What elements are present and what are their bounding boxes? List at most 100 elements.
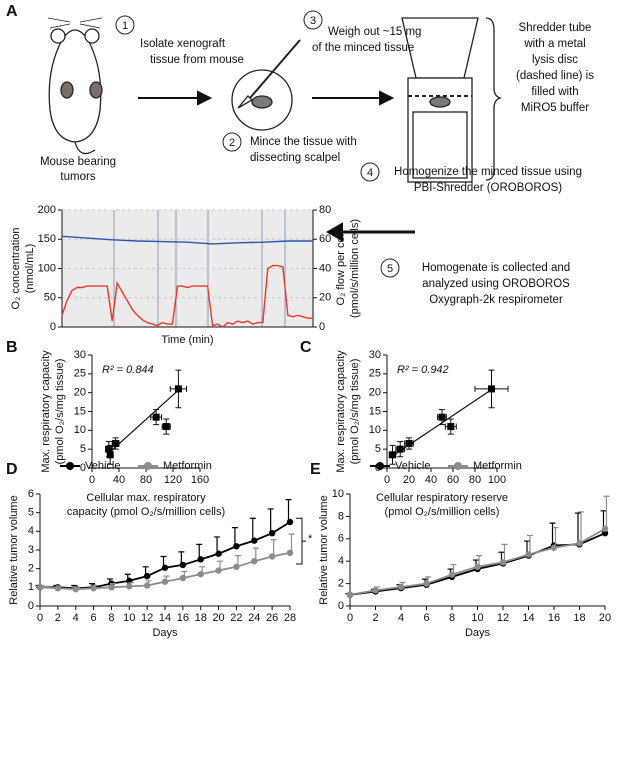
- x-tick-label: 0: [89, 474, 95, 486]
- y-tick-label: 40: [319, 262, 331, 274]
- error-bar: [285, 499, 292, 522]
- error-bar: [578, 511, 584, 544]
- point: [197, 556, 204, 563]
- error-bar: [603, 495, 610, 529]
- point: [286, 518, 294, 526]
- shredder-note: lysis disc: [532, 54, 578, 66]
- x-axis-label: (pmol O₂/s/million cells): [385, 506, 500, 518]
- point: [161, 564, 169, 571]
- trace-line: [61, 264, 313, 328]
- y-tick-label: 0: [28, 600, 34, 612]
- x-axis-label: Days: [152, 627, 178, 639]
- x-axis-label: Cellular respiratory reserve: [376, 492, 508, 504]
- panel-label: D: [6, 461, 18, 478]
- x-tick-label: 18: [195, 612, 207, 624]
- x-tick-label: 10: [123, 612, 135, 624]
- y-tick-label: 60: [319, 233, 331, 245]
- x-tick-label: 80: [469, 474, 481, 486]
- y-tick-label: 20: [319, 292, 331, 304]
- y-tick-label: 30: [74, 349, 86, 361]
- step-number: 2: [229, 137, 235, 149]
- step-text: PBI-Shredder (OROBOROS): [414, 182, 562, 194]
- x-tick-label: 120: [164, 474, 182, 486]
- x-tick-label: 0: [37, 612, 43, 624]
- y-tick-label: 0: [319, 321, 325, 333]
- plot-background: [62, 210, 313, 327]
- point: [162, 423, 170, 431]
- step-text: Homogenate is collected and: [422, 262, 570, 274]
- y-axis-label: (nmol/mL): [24, 244, 36, 294]
- x-tick-label: 18: [573, 612, 585, 624]
- point: [72, 586, 79, 593]
- x-tick-label: 60: [447, 474, 459, 486]
- step-text: Weigh out ~15 mg: [328, 26, 421, 38]
- x-tick-label: 40: [425, 474, 437, 486]
- x-tick-label: 14: [159, 612, 171, 624]
- arrow: [138, 90, 415, 242]
- error-bar: [288, 533, 295, 553]
- y-axis-label: Max. respiratory capacity: [335, 350, 347, 473]
- panel-label: C: [300, 339, 312, 356]
- step-circle: [115, 10, 400, 278]
- error-bar: [501, 543, 508, 563]
- error-bar: [527, 534, 533, 555]
- y-axis-label: Relative tumor volume: [8, 495, 20, 604]
- y-tick-label: 6: [28, 488, 34, 500]
- significance-bracket: [296, 517, 306, 565]
- y-tick-label: 15: [74, 405, 86, 417]
- mouse-icon: [47, 17, 103, 155]
- y-tick-label: 10: [332, 488, 344, 500]
- error-bar: [249, 517, 256, 541]
- x-axis-label: Time (min): [161, 334, 213, 346]
- point: [499, 559, 507, 566]
- x-tick-label: 40: [113, 474, 125, 486]
- point: [215, 550, 222, 557]
- y-tick-label: 2: [338, 578, 344, 590]
- point: [197, 571, 204, 578]
- point: [126, 583, 133, 590]
- x-tick-label: 22: [230, 612, 242, 624]
- step-text: Homogenize the minced tissue using: [394, 166, 582, 178]
- point: [286, 549, 294, 556]
- error-bar: [267, 508, 274, 534]
- point: [372, 587, 379, 594]
- point: [251, 558, 258, 565]
- point: [525, 551, 532, 558]
- panel-label: E: [310, 461, 321, 478]
- annotation: *: [308, 533, 313, 545]
- x-tick-label: 2: [55, 612, 61, 624]
- step-number: 4: [367, 167, 373, 179]
- y-tick-label: 4: [338, 555, 344, 567]
- y-tick-label: 4: [28, 525, 34, 537]
- x-tick-label: 12: [497, 612, 509, 624]
- x-tick-label: 100: [488, 474, 506, 486]
- x-tick-label: 12: [141, 612, 153, 624]
- x-tick-label: 28: [284, 612, 296, 624]
- y-tick-label: 5: [28, 507, 34, 519]
- point: [397, 583, 405, 591]
- point: [396, 445, 404, 453]
- point: [108, 584, 115, 591]
- shredder-note: MiRO5 buffer: [521, 102, 589, 114]
- point: [54, 585, 62, 592]
- step-text: tissue from mouse: [150, 54, 244, 66]
- x-tick-label: 16: [177, 612, 189, 624]
- x-tick-label: 20: [599, 612, 611, 624]
- point: [423, 580, 430, 587]
- y-tick-label: 20: [74, 387, 86, 399]
- error-bar: [552, 527, 559, 548]
- legend-label: Vehicle: [85, 460, 120, 472]
- y-tick-label: 15: [369, 405, 381, 417]
- shredder-note: (dashed line) is: [516, 70, 594, 82]
- y-tick-label: 3: [28, 544, 34, 556]
- legend-swatch: [66, 462, 74, 470]
- point: [550, 544, 558, 551]
- y-axis-label: Max. respiratory capacity: [40, 350, 52, 473]
- x-tick-label: 16: [548, 612, 560, 624]
- y-tick-label: 50: [44, 292, 56, 304]
- y-tick-label: 25: [369, 368, 381, 380]
- y-axis-label: Relative tumor volume: [318, 495, 330, 604]
- point: [268, 530, 276, 537]
- shredder-note: with a metal: [523, 38, 585, 50]
